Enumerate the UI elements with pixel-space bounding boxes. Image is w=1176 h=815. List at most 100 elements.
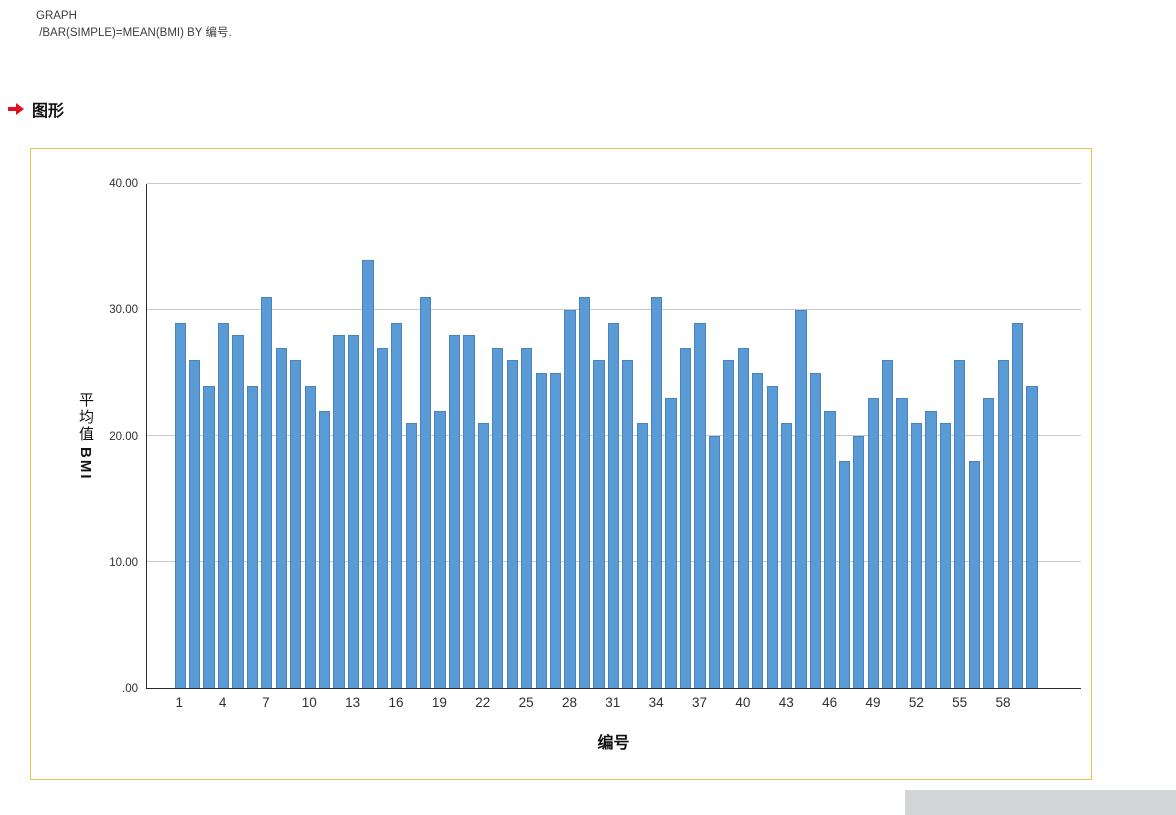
y-tick-label: .00 — [122, 683, 138, 695]
bar — [708, 436, 721, 688]
bar — [549, 373, 562, 688]
bar — [304, 385, 316, 688]
bar — [318, 410, 331, 688]
bar — [607, 322, 619, 688]
bar — [896, 398, 908, 688]
x-tick-label: 16 — [388, 695, 404, 710]
bar — [174, 322, 186, 688]
bar — [564, 310, 576, 688]
bar — [824, 410, 836, 688]
syntax-line-2: /BAR(SIMPLE)=MEAN(BMI) BY 编号. — [36, 26, 232, 39]
bar — [910, 423, 923, 688]
bar — [434, 410, 446, 688]
bar — [405, 423, 417, 688]
bar — [780, 423, 793, 688]
bar — [968, 461, 980, 688]
x-tick-label: 10 — [301, 695, 317, 710]
bar — [578, 297, 591, 688]
bar — [347, 335, 360, 688]
x-tick-label: 34 — [648, 695, 664, 710]
y-axis-ticks: .00 10.00 20.00 30.00 40.00 — [31, 178, 138, 695]
output-section-heading: 图形 — [8, 97, 64, 121]
x-tick-label: 49 — [865, 695, 881, 710]
bar — [362, 259, 374, 688]
x-tick-label: 4 — [218, 695, 227, 710]
y-tick-label: 30.00 — [109, 304, 138, 317]
bar — [679, 347, 692, 688]
syntax-line-1: GRAPH — [36, 10, 77, 22]
gridline — [147, 309, 1081, 310]
bar — [1011, 322, 1024, 688]
bar — [463, 335, 475, 688]
bar — [997, 360, 1009, 688]
x-tick-label: 46 — [822, 695, 838, 710]
bar — [694, 322, 706, 688]
x-tick-label: 13 — [345, 695, 361, 710]
x-tick-label: 1 — [175, 695, 183, 710]
bar — [737, 347, 749, 688]
bar — [809, 373, 822, 688]
bar — [217, 322, 230, 688]
x-tick-label: 55 — [952, 695, 968, 710]
y-axis-title-cjk: 平均值 — [77, 392, 94, 444]
bars — [147, 184, 1081, 688]
bar — [506, 360, 518, 688]
x-tick-label: 40 — [735, 695, 751, 710]
x-tick-label: 19 — [431, 695, 447, 710]
x-tick-label: 52 — [908, 695, 924, 710]
x-tick-label: 25 — [518, 695, 534, 710]
bar — [651, 297, 663, 688]
x-axis-ticks: 1 4 7 10 13 16 19 22 25 28 31 34 37 40 43 46 49 52 55 58 — [146, 695, 1081, 715]
syntax-log: GRAPH /BAR(SIMPLE)=MEAN(BMI) BY 编号. — [36, 8, 232, 41]
bar — [939, 423, 952, 688]
plot-area — [146, 183, 1081, 689]
bar — [665, 398, 677, 688]
x-tick-label: 58 — [995, 695, 1011, 710]
bar — [723, 360, 735, 688]
x-tick-label: 7 — [262, 695, 270, 710]
bar — [376, 347, 388, 688]
bar — [189, 360, 201, 688]
bar — [246, 385, 259, 688]
bar — [477, 423, 490, 688]
bar — [853, 436, 865, 688]
bar — [622, 360, 634, 688]
y-tick-label: 20.00 — [109, 430, 138, 443]
bar — [954, 360, 966, 688]
bar — [290, 360, 302, 688]
bar — [261, 297, 273, 688]
bar — [448, 335, 461, 688]
section-title: 图形 — [32, 103, 65, 120]
y-axis-title: 平均值 BMI — [75, 184, 96, 689]
bar — [766, 385, 778, 688]
bar — [203, 385, 215, 688]
bar — [492, 347, 504, 688]
x-tick-label: 22 — [475, 695, 491, 710]
bar — [593, 360, 605, 688]
bar — [420, 297, 432, 688]
bar — [925, 410, 937, 688]
bar — [521, 347, 533, 688]
bar — [391, 322, 403, 688]
bar — [232, 335, 244, 688]
bar — [752, 373, 764, 688]
bar — [1026, 385, 1038, 688]
y-axis-title-latin: BMI — [77, 447, 94, 481]
bar — [838, 461, 850, 688]
bar-chart-frame[interactable]: 平均值 BMI .00 10.00 20.00 30.00 40.00 1 4 7 10 13 16… — [30, 148, 1092, 780]
y-tick-label: 40.00 — [109, 178, 138, 190]
bar — [636, 423, 648, 688]
x-tick-label: 37 — [692, 695, 708, 710]
bar — [882, 360, 894, 688]
bar — [983, 398, 995, 688]
x-axis-title: 编号 — [597, 735, 630, 752]
bar — [795, 310, 807, 688]
bar — [535, 373, 547, 688]
y-tick-label: 10.00 — [109, 556, 138, 569]
bar — [333, 335, 345, 688]
bar — [275, 347, 287, 688]
x-tick-label: 31 — [605, 695, 621, 710]
background-strip — [905, 790, 1176, 815]
x-tick-label: 43 — [778, 695, 794, 710]
x-tick-label: 28 — [561, 695, 577, 710]
